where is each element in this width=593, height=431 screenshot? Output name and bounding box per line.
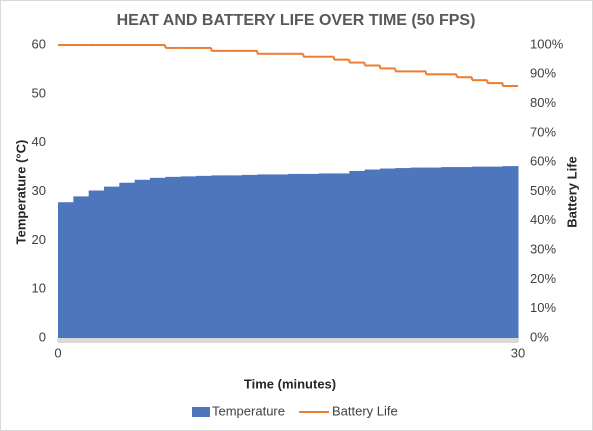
y-tick-label: 30 xyxy=(32,183,46,198)
legend-swatch xyxy=(192,407,210,417)
y2-axis-title: Battery Life xyxy=(564,156,579,228)
y2-tick-label: 10% xyxy=(530,300,556,315)
x-axis-title: Time (minutes) xyxy=(244,376,336,391)
y-axis-title: Temperature (°C) xyxy=(13,140,28,245)
temperature-step xyxy=(73,196,90,338)
temperature-step xyxy=(426,167,442,338)
temperature-step xyxy=(272,174,289,338)
y2-tick-label: 60% xyxy=(530,154,556,169)
legend-label: Temperature xyxy=(212,403,285,418)
temperature-step xyxy=(487,166,504,338)
temperature-step xyxy=(257,174,274,338)
y2-tick-label: 90% xyxy=(530,66,556,81)
temperature-step xyxy=(242,174,258,338)
x-tick-label: 0 xyxy=(54,345,61,360)
y-tick-label: 10 xyxy=(32,281,46,296)
temperature-step xyxy=(303,173,320,338)
temperature-step xyxy=(364,169,381,338)
temperature-step xyxy=(104,186,120,338)
temperature-step xyxy=(441,167,458,338)
chart-title: HEAT AND BATTERY LIFE OVER TIME (50 FPS) xyxy=(117,12,476,29)
temperature-step xyxy=(150,177,166,338)
temperature-step xyxy=(502,166,519,338)
y2-tick-label: 30% xyxy=(530,242,556,257)
y2-tick-label: 50% xyxy=(530,183,556,198)
y-tick-label: 40 xyxy=(32,134,46,149)
temperature-step xyxy=(134,179,151,338)
y2-tick-label: 100% xyxy=(530,36,564,51)
temperature-step xyxy=(395,168,412,338)
temperature-step xyxy=(472,166,488,338)
y-tick-label: 20 xyxy=(32,232,46,247)
temperature-step xyxy=(226,175,243,338)
temperature-step xyxy=(211,175,228,338)
y-tick-label: 50 xyxy=(32,85,46,100)
temperature-step xyxy=(288,173,304,338)
temperature-step xyxy=(410,167,427,338)
temperature-step xyxy=(349,170,366,338)
temperature-step xyxy=(165,176,182,338)
temperature-step xyxy=(119,182,136,338)
temperature-step xyxy=(318,173,335,338)
temperature-step xyxy=(58,202,74,338)
temperature-step xyxy=(334,173,350,338)
temperature-step xyxy=(196,175,212,338)
y2-tick-label: 20% xyxy=(530,271,556,286)
y2-tick-label: 40% xyxy=(530,212,556,227)
legend-label: Battery Life xyxy=(332,403,398,418)
x-axis-band xyxy=(58,338,518,343)
temperature-step xyxy=(88,190,105,338)
y2-tick-label: 0% xyxy=(530,329,549,344)
temperature-step xyxy=(380,168,396,338)
x-tick-label: 30 xyxy=(511,345,525,360)
temperature-step xyxy=(180,176,197,338)
y-tick-label: 60 xyxy=(32,36,46,51)
y2-tick-label: 70% xyxy=(530,124,556,139)
y2-tick-label: 80% xyxy=(530,95,556,110)
temperature-step xyxy=(456,167,473,338)
y-tick-label: 0 xyxy=(39,329,46,344)
